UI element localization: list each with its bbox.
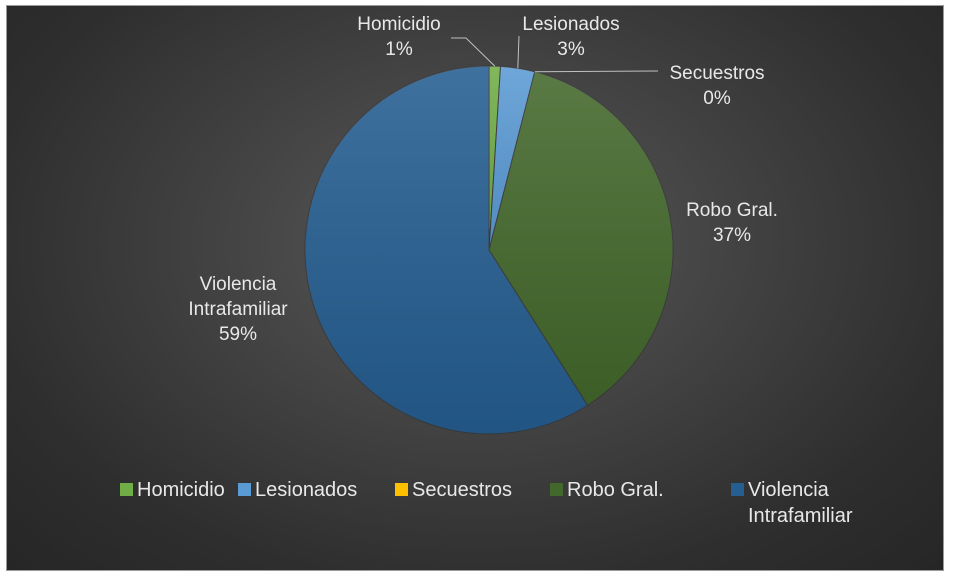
legend-swatch-homicidio xyxy=(120,483,133,496)
legend-swatch-robo-gral xyxy=(550,483,563,496)
legend: Homicidio Lesionados Secuestros Robo Gral. V… xyxy=(120,479,853,527)
legend-label-secuestros: Secuestros xyxy=(412,479,512,501)
legend-swatch-violencia-intrafamiliar xyxy=(731,483,744,496)
slice-label-homicidio: Homicidio 1% xyxy=(357,14,440,60)
leader-line-homicidio xyxy=(451,37,496,67)
legend-swatch-lesionados xyxy=(238,483,251,496)
slice-label-violencia-intrafamiliar: Violencia Intrafamiliar 59% xyxy=(188,274,288,345)
pie-slices xyxy=(304,65,674,435)
slice-labels: Homicidio 1% Lesionados 3% Secuestros 0% Robo … xyxy=(188,14,778,345)
legend-label-homicidio: Homicidio xyxy=(137,479,225,501)
slice-label-secuestros: Secuestros 0% xyxy=(669,63,764,109)
leader-line-secuestros xyxy=(534,70,659,73)
slice-label-robo-gral: Robo Gral. 37% xyxy=(686,200,778,246)
leader-line-lesionados xyxy=(517,35,520,69)
legend-swatch-secuestros xyxy=(395,483,408,496)
legend-label-lesionados: Lesionados xyxy=(255,479,357,501)
legend-label-robo-gral: Robo Gral. xyxy=(567,479,664,501)
leader-lines xyxy=(451,35,659,73)
slice-label-lesionados: Lesionados 3% xyxy=(522,14,619,60)
legend-label-violencia-intrafamiliar: Violencia Intrafamiliar xyxy=(748,479,853,527)
